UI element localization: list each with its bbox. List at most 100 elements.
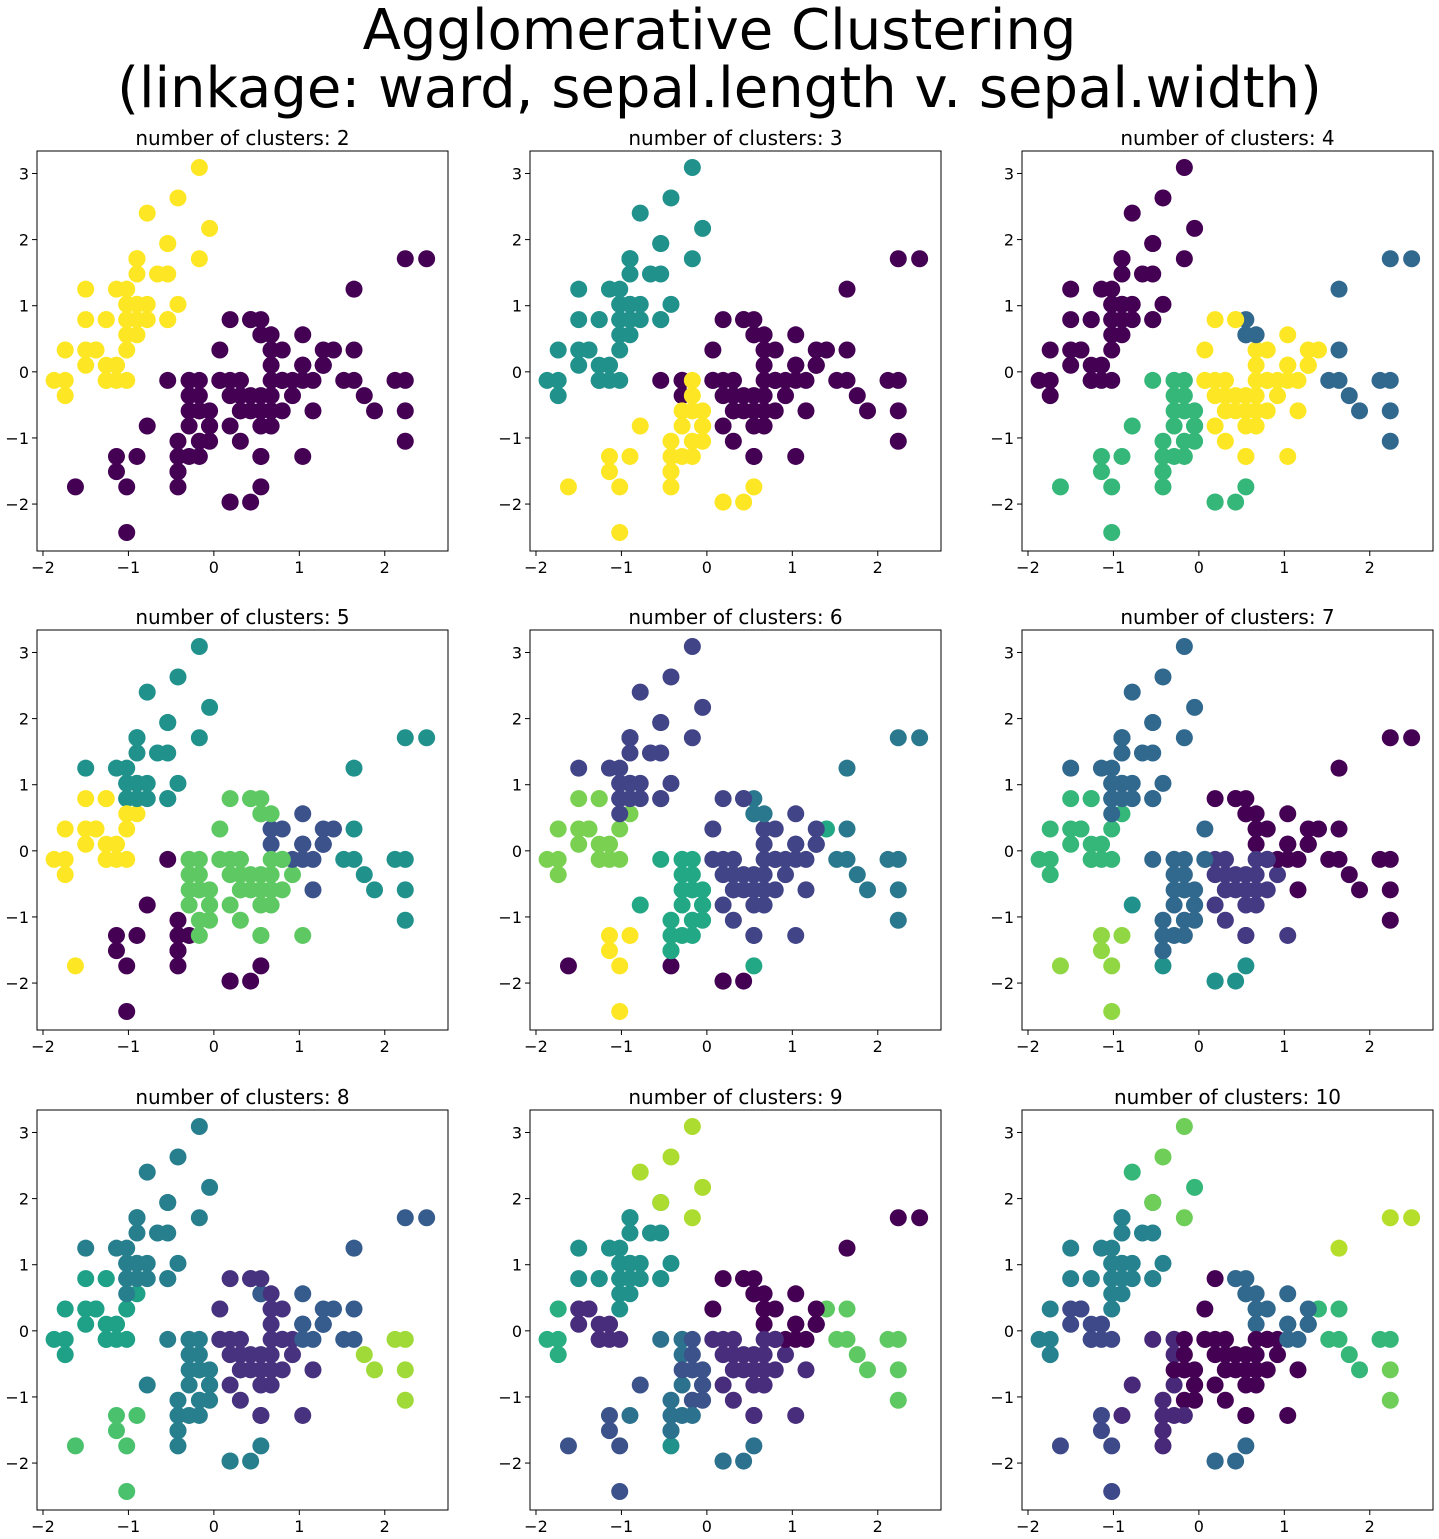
data-point <box>56 341 74 359</box>
data-point <box>1289 1330 1307 1348</box>
data-point <box>621 1406 639 1424</box>
data-point <box>221 896 239 914</box>
data-point <box>211 371 229 389</box>
data-point <box>1268 1346 1286 1364</box>
data-point <box>1154 942 1172 960</box>
data-point <box>694 402 712 420</box>
y-tick-label: 1 <box>512 297 522 316</box>
data-point <box>1330 759 1348 777</box>
data-point <box>683 926 701 944</box>
data-point <box>138 683 156 701</box>
y-tick-label: 3 <box>19 164 29 183</box>
x-tick-label: −1 <box>1102 1037 1126 1056</box>
data-point <box>714 417 732 435</box>
data-point <box>1082 790 1100 808</box>
data-point <box>1196 850 1214 868</box>
data-point <box>683 850 701 868</box>
data-point <box>1113 926 1131 944</box>
data-point <box>396 729 414 747</box>
data-point <box>97 371 115 389</box>
data-point <box>1237 417 1255 435</box>
data-point <box>694 417 712 435</box>
data-point <box>1062 1315 1080 1333</box>
data-point <box>911 729 929 747</box>
data-point <box>1237 926 1255 944</box>
data-point <box>169 1406 187 1424</box>
data-point <box>724 432 742 450</box>
data-point <box>1351 402 1369 420</box>
points-group <box>538 638 929 1020</box>
data-point <box>662 1422 680 1440</box>
data-point <box>262 820 280 838</box>
data-point <box>724 1391 742 1409</box>
data-point <box>611 1254 629 1272</box>
data-point <box>1186 417 1204 435</box>
data-point <box>1062 311 1080 329</box>
data-point <box>128 1270 146 1288</box>
axes-frame <box>36 150 449 552</box>
data-point <box>355 866 373 884</box>
data-point <box>1092 1239 1110 1257</box>
data-point <box>724 911 742 929</box>
data-point <box>570 1315 588 1333</box>
data-point <box>1279 447 1297 465</box>
data-point <box>652 311 670 329</box>
data-point <box>1103 850 1121 868</box>
data-point <box>755 341 773 359</box>
data-point <box>1041 387 1059 405</box>
data-point <box>366 881 384 899</box>
data-point <box>1103 805 1121 823</box>
data-point <box>889 371 907 389</box>
data-point <box>1123 295 1141 313</box>
data-point <box>787 326 805 344</box>
data-point <box>889 1361 907 1379</box>
x-tick-label: −2 <box>31 1037 55 1056</box>
data-point <box>1279 926 1297 944</box>
data-point <box>621 447 639 465</box>
data-point <box>1123 1254 1141 1272</box>
data-point <box>1330 371 1348 389</box>
data-point <box>107 759 125 777</box>
data-point <box>1175 1346 1193 1364</box>
data-point <box>1247 326 1265 344</box>
data-point <box>211 341 229 359</box>
y-tick-label: −2 <box>498 974 522 993</box>
data-point <box>1186 911 1204 929</box>
data-point <box>1186 698 1204 716</box>
data-point <box>77 280 95 298</box>
data-point <box>745 896 763 914</box>
data-point <box>1165 1361 1183 1379</box>
data-point <box>590 311 608 329</box>
data-point <box>1206 1270 1224 1288</box>
data-point <box>231 432 249 450</box>
data-point <box>1206 493 1224 511</box>
data-point <box>1041 1300 1059 1318</box>
data-point <box>169 1148 187 1166</box>
data-point <box>570 759 588 777</box>
data-point <box>704 371 722 389</box>
data-point <box>345 371 363 389</box>
data-point <box>838 371 856 389</box>
data-point <box>1247 805 1265 823</box>
data-point <box>366 402 384 420</box>
data-point <box>118 478 136 496</box>
data-point <box>1289 881 1307 899</box>
data-point <box>714 896 732 914</box>
data-point <box>128 744 146 762</box>
figure-title-line1: Agglomerative Clustering <box>362 0 1077 63</box>
y-tick-label: 0 <box>1004 1322 1014 1341</box>
data-point <box>1227 311 1245 329</box>
data-point <box>138 774 156 792</box>
x-tick-label: −2 <box>524 1517 548 1536</box>
data-point <box>294 835 312 853</box>
data-point <box>631 896 649 914</box>
data-point <box>201 432 219 450</box>
data-point <box>1113 1406 1131 1424</box>
data-point <box>1103 523 1121 541</box>
data-point <box>1330 1330 1348 1348</box>
data-point <box>1247 356 1265 374</box>
data-point <box>283 866 301 884</box>
data-point <box>1041 341 1059 359</box>
data-point <box>107 1422 125 1440</box>
